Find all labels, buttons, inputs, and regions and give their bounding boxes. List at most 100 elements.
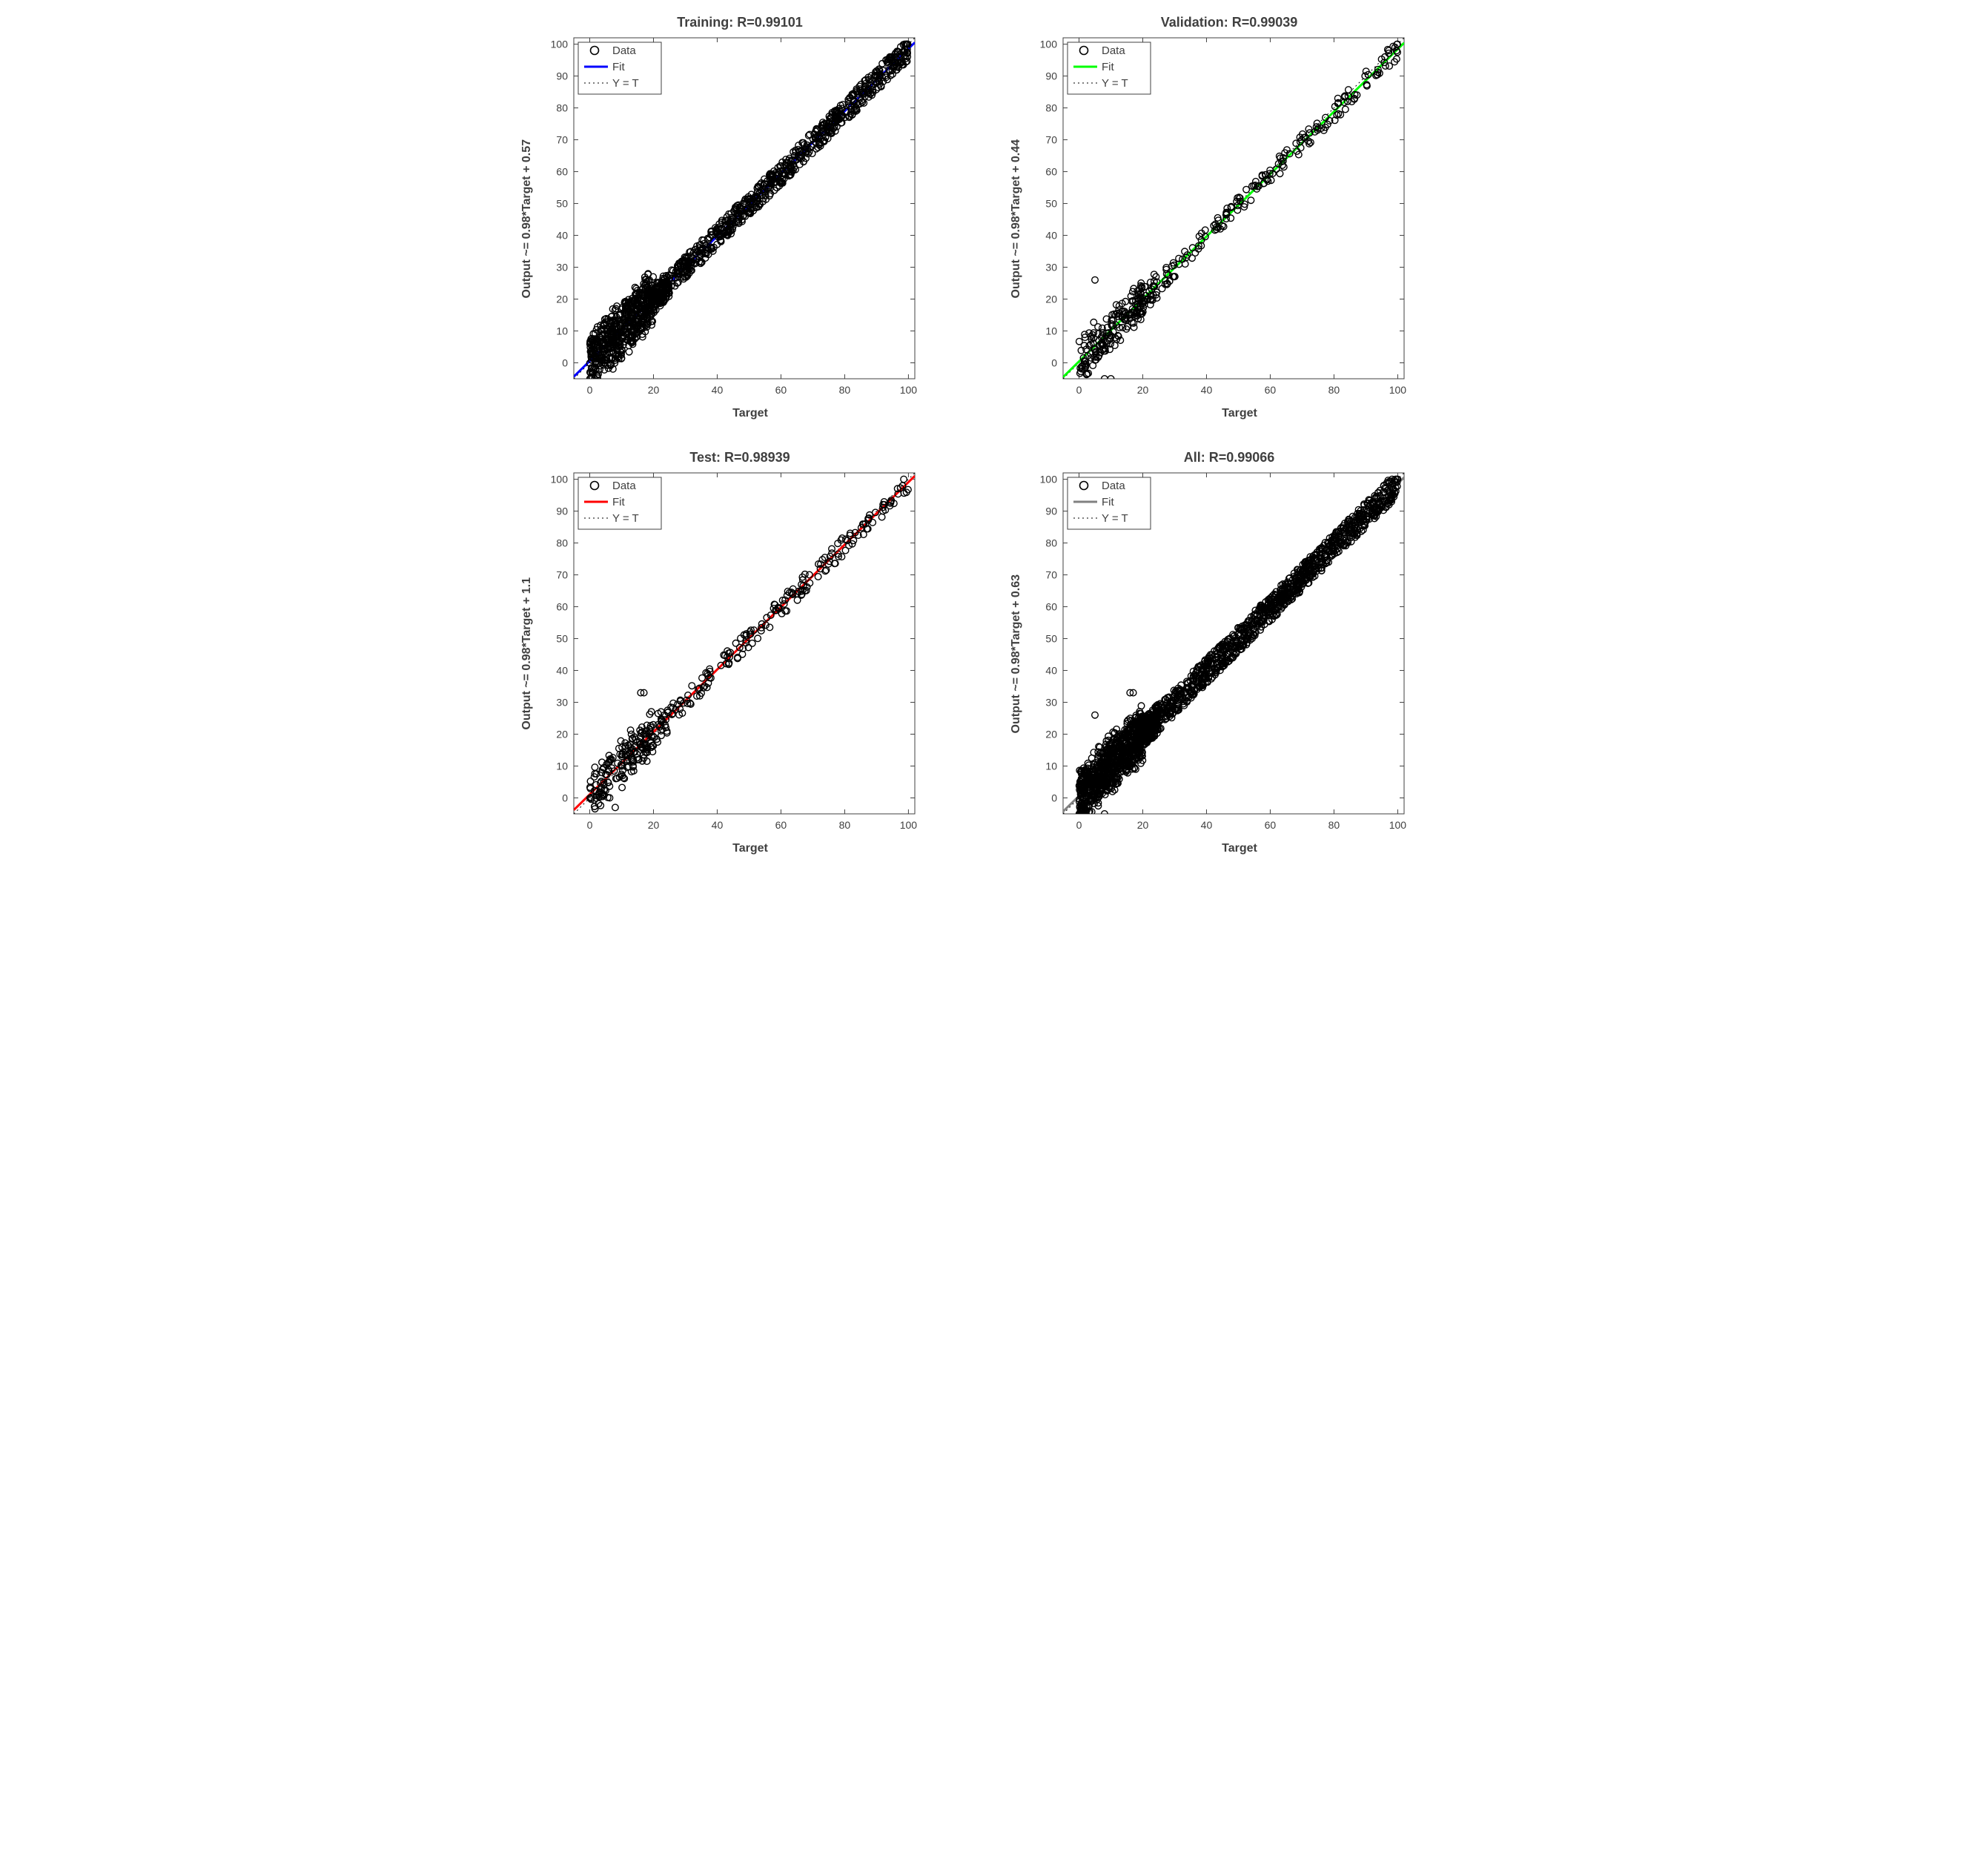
legend-label: Fit: [1102, 61, 1114, 73]
svg-text:60: 60: [775, 819, 787, 831]
svg-text:80: 80: [839, 819, 851, 831]
svg-text:20: 20: [1045, 294, 1057, 305]
regression-panel-validation: Validation: R=0.99039 Output ~= 0.98*Targ…: [1007, 15, 1452, 420]
regression-panel-training: Training: R=0.99101 Output ~= 0.98*Target…: [517, 15, 962, 420]
svg-text:90: 90: [1045, 70, 1057, 82]
svg-text:10: 10: [1045, 760, 1057, 772]
svg-text:90: 90: [556, 70, 568, 82]
legend-label: Data: [1102, 480, 1125, 492]
svg-text:80: 80: [556, 537, 568, 549]
svg-text:30: 30: [1045, 697, 1057, 709]
svg-text:30: 30: [556, 262, 568, 274]
svg-text:80: 80: [1045, 537, 1057, 549]
regression-plot: 0 20 40 60 80 100 0 10 20 30 40 50 60 70 80 90 100 Data Fi…: [537, 468, 922, 839]
svg-text:100: 100: [1389, 819, 1407, 831]
svg-text:100: 100: [900, 384, 918, 396]
svg-text:100: 100: [900, 819, 918, 831]
svg-text:40: 40: [556, 230, 568, 242]
legend-label: Data: [1102, 44, 1125, 57]
svg-text:20: 20: [1137, 819, 1149, 831]
svg-text:50: 50: [1045, 633, 1057, 645]
svg-text:20: 20: [556, 294, 568, 305]
regression-panel-all: All: R=0.99066 Output ~= 0.98*Target + 0.…: [1007, 450, 1452, 855]
svg-text:80: 80: [1328, 819, 1340, 831]
svg-text:0: 0: [562, 792, 568, 804]
legend-label: Y = T: [1102, 512, 1128, 525]
svg-text:40: 40: [1201, 384, 1213, 396]
svg-text:70: 70: [1045, 134, 1057, 146]
svg-text:70: 70: [556, 569, 568, 581]
svg-text:0: 0: [1076, 384, 1082, 396]
panel-title: All: R=0.99066: [1007, 450, 1452, 465]
svg-text:60: 60: [556, 601, 568, 613]
legend-label: Y = T: [1102, 77, 1128, 90]
svg-text:70: 70: [1045, 569, 1057, 581]
svg-text:0: 0: [562, 357, 568, 369]
y-axis-label: Output ~= 0.98*Target + 0.63: [1007, 574, 1026, 733]
legend-label: Y = T: [612, 77, 639, 90]
x-axis-label: Target: [538, 842, 962, 855]
svg-text:60: 60: [556, 166, 568, 178]
svg-text:40: 40: [1045, 665, 1057, 677]
svg-text:80: 80: [1045, 102, 1057, 114]
svg-text:0: 0: [587, 384, 593, 396]
legend-label: Data: [612, 44, 636, 57]
regression-plot: 0 20 40 60 80 100 0 10 20 30 40 50 60 70 80 90 100 Data Fi…: [1026, 468, 1412, 839]
svg-text:20: 20: [648, 384, 660, 396]
svg-text:60: 60: [1045, 166, 1057, 178]
svg-text:60: 60: [775, 384, 787, 396]
y-axis-label: Output ~= 0.98*Target + 0.57: [517, 139, 537, 298]
svg-text:100: 100: [551, 474, 569, 485]
svg-text:40: 40: [1045, 230, 1057, 242]
svg-text:40: 40: [556, 665, 568, 677]
svg-text:90: 90: [1045, 506, 1057, 517]
x-axis-label: Target: [1027, 407, 1452, 420]
y-axis-label: Output ~= 0.98*Target + 0.44: [1007, 139, 1026, 298]
legend-label: Data: [612, 480, 636, 492]
svg-text:100: 100: [1040, 474, 1058, 485]
svg-text:60: 60: [1045, 601, 1057, 613]
legend-label: Fit: [612, 61, 625, 73]
svg-text:60: 60: [1265, 819, 1277, 831]
svg-text:30: 30: [556, 697, 568, 709]
svg-text:20: 20: [648, 819, 660, 831]
x-axis-label: Target: [1027, 842, 1452, 855]
regression-plot: 0 20 40 60 80 100 0 10 20 30 40 50 60 70 80 90 100 Data Fi…: [1026, 33, 1412, 404]
svg-text:20: 20: [1137, 384, 1149, 396]
svg-text:10: 10: [556, 325, 568, 337]
svg-text:10: 10: [1045, 325, 1057, 337]
svg-text:0: 0: [587, 819, 593, 831]
svg-text:100: 100: [1389, 384, 1407, 396]
svg-text:50: 50: [556, 633, 568, 645]
svg-text:40: 40: [712, 384, 724, 396]
regression-plot: 0 20 40 60 80 100 0 10 20 30 40 50 60 70 80 90 100 Data Fi…: [537, 33, 922, 404]
svg-text:30: 30: [1045, 262, 1057, 274]
legend-label: Fit: [612, 496, 625, 508]
panel-title: Training: R=0.99101: [517, 15, 962, 30]
svg-text:20: 20: [556, 729, 568, 740]
svg-text:20: 20: [1045, 729, 1057, 740]
svg-text:70: 70: [556, 134, 568, 146]
panel-title: Test: R=0.98939: [517, 450, 962, 465]
svg-text:80: 80: [556, 102, 568, 114]
svg-text:60: 60: [1265, 384, 1277, 396]
svg-text:50: 50: [1045, 198, 1057, 210]
svg-text:40: 40: [1201, 819, 1213, 831]
svg-text:0: 0: [1051, 357, 1057, 369]
regression-panel-test: Test: R=0.98939 Output ~= 0.98*Target + 1…: [517, 450, 962, 855]
panel-title: Validation: R=0.99039: [1007, 15, 1452, 30]
svg-text:0: 0: [1076, 819, 1082, 831]
svg-text:90: 90: [556, 506, 568, 517]
svg-text:0: 0: [1051, 792, 1057, 804]
y-axis-label: Output ~= 0.98*Target + 1.1: [517, 577, 537, 730]
svg-text:100: 100: [1040, 39, 1058, 50]
svg-text:100: 100: [551, 39, 569, 50]
svg-text:50: 50: [556, 198, 568, 210]
svg-text:80: 80: [839, 384, 851, 396]
svg-text:40: 40: [712, 819, 724, 831]
x-axis-label: Target: [538, 407, 962, 420]
legend-label: Y = T: [612, 512, 639, 525]
legend-label: Fit: [1102, 496, 1114, 508]
svg-text:80: 80: [1328, 384, 1340, 396]
svg-text:10: 10: [556, 760, 568, 772]
